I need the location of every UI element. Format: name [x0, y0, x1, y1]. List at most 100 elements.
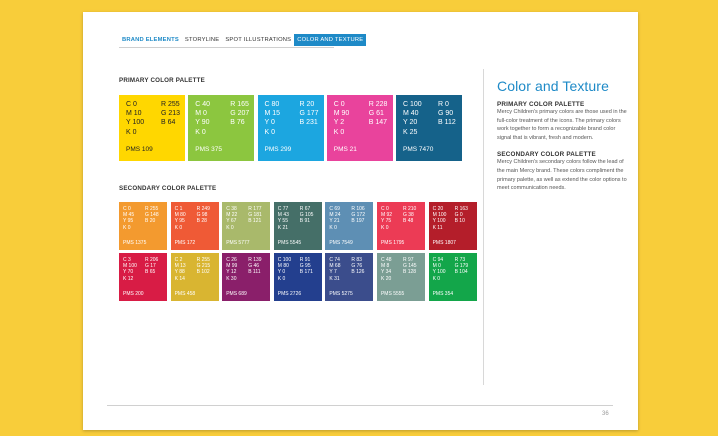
rgb-value: R 177: [248, 206, 262, 212]
rgb-value: B 65: [145, 269, 156, 276]
rgb-value: B 64: [161, 119, 176, 127]
rgb-value: G 177: [299, 110, 319, 118]
cmyk-value: K 21: [277, 224, 289, 231]
swatch-values: C 1 R 249 M 80 G 98 Y 95 B 28 K 0: [175, 206, 210, 231]
rgb-value: G 181: [248, 212, 262, 219]
rgb-value: R 206: [145, 257, 159, 263]
rgb-value: B 104: [454, 269, 468, 276]
pms-code: PMS 109: [126, 145, 153, 153]
rgb-value: G 213: [161, 110, 181, 118]
cmyk-value: K 0: [277, 275, 286, 282]
tab-storyline[interactable]: STORYLINE: [184, 37, 220, 43]
cmyk-value: K 0: [380, 224, 389, 231]
cmyk-value: C 0: [380, 206, 389, 212]
cmyk-value: K 25: [403, 128, 418, 136]
rgb-value: B 76: [230, 119, 245, 127]
cmyk-value: C 100: [403, 101, 422, 108]
cmyk-value: M 22: [226, 212, 238, 219]
pms-code: PMS 299: [264, 145, 292, 153]
swatch-values: C 0 R 255 M 45 G 148 Y 95 B 20 K 0: [123, 206, 159, 231]
swatch-values: C 3 R 206 M 100 G 17 Y 70 B 65 K 12: [123, 257, 158, 282]
cmyk-value: K 30: [226, 275, 237, 282]
sidebar-heading: Color and Texture: [497, 78, 609, 94]
rgb-value: R 20: [299, 101, 315, 108]
tabs-divider: [119, 47, 334, 48]
cmyk-value: M 13: [174, 263, 186, 270]
primary-palette-title: PRIMARY COLOR PALETTE: [119, 77, 205, 84]
color-swatch: C 3 R 206 M 100 G 17 Y 70 B 65 K 12 PMS 200: [119, 253, 167, 301]
swatch-values: C 0 R 255 M 10 G 213 Y 100 B 64 K 0: [126, 100, 180, 137]
swatch-values: C 94 R 73 M 0 G 179 Y 100 B 104 K 0: [433, 257, 469, 282]
color-swatch: C 48 R 97 M 8 G 145 Y 34 B 128 K 20 PMS 5555: [376, 253, 425, 301]
rgb-value: B 128: [402, 269, 417, 276]
cmyk-value: Y 0: [277, 269, 286, 276]
cmyk-value: C 77: [277, 206, 289, 212]
rgb-value: G 215: [196, 263, 211, 270]
swatch-values: C 40 R 165 M 0 G 207 Y 90 B 76 K 0: [195, 100, 249, 137]
rgb-value: R 228: [368, 101, 388, 108]
pms-code: PMS 5777: [226, 239, 250, 246]
rgb-value: G 145: [402, 263, 417, 270]
swatch-values: C 74 R 83 M 68 G 76 Y 7 B 126 K 31: [329, 257, 364, 282]
pms-code: PMS 5555: [380, 290, 405, 297]
rgb-value: G 17: [145, 263, 156, 270]
cmyk-value: K 0: [226, 224, 234, 231]
cmyk-value: C 80: [264, 101, 280, 108]
rgb-value: B 231: [299, 119, 318, 127]
cmyk-value: K 0: [126, 128, 137, 136]
rgb-value: G 76: [351, 263, 363, 270]
cmyk-value: C 40: [195, 101, 211, 108]
cmyk-value: C 38: [226, 206, 237, 212]
rgb-value: R 106: [351, 206, 365, 212]
rgb-value: R 255: [145, 206, 159, 212]
rgb-value: G 172: [351, 212, 365, 219]
cmyk-value: C 26: [226, 257, 237, 263]
color-swatch: C 1 R 249 M 80 G 98 Y 95 B 28 K 0 PMS 172: [170, 202, 219, 250]
cmyk-value: C 20: [432, 206, 444, 212]
tab-brand-elements[interactable]: BRAND ELEMENTS: [122, 37, 179, 43]
pms-code: PMS 7470: [403, 145, 434, 153]
rgb-value: G 105: [299, 212, 314, 219]
swatch-values: C 100 R 91 M 80 G 95 Y 0 B 171 K 0: [278, 257, 313, 282]
cmyk-value: Y 34: [380, 269, 392, 276]
secondary-palette-row: C 3 R 206 M 100 G 17 Y 70 B 65 K 12 PMS 200 C 2 R…: [119, 253, 480, 301]
cmyk-value: Y 70: [123, 269, 134, 276]
cmyk-value: C 0: [126, 101, 137, 108]
rgb-value: B 112: [438, 119, 456, 127]
cmyk-value: C 100: [277, 257, 292, 263]
color-swatch: C 0 R 228 M 90 G 61 Y 2 B 147 K 0 PMS 21: [326, 95, 393, 161]
cmyk-value: M 92: [380, 212, 393, 219]
pms-code: PMS 21: [333, 145, 357, 153]
cmyk-value: Y 55: [277, 218, 288, 225]
rgb-value: R 249: [196, 206, 210, 212]
cmyk-value: M 45: [123, 212, 135, 219]
cmyk-value: Y 95: [174, 218, 185, 225]
rgb-value: B 102: [196, 269, 210, 276]
color-swatch: C 0 R 255 M 10 G 213 Y 100 B 64 K 0 PMS 109: [119, 95, 185, 161]
rgb-value: G 179: [454, 263, 469, 270]
sidebar-secondary-text: Mercy Children's secondary colors follow…: [497, 159, 627, 192]
rgb-value: R 255: [161, 101, 180, 108]
cmyk-value: K 12: [123, 275, 134, 282]
cmyk-value: K 0: [174, 224, 183, 231]
rgb-value: B 10: [454, 218, 465, 225]
swatch-values: C 20 R 163 M 100 G 0 Y 100 B 10 K 11: [433, 206, 468, 231]
section-tabs: BRAND ELEMENTS STORYLINE SPOT ILLUSTRATI…: [119, 34, 367, 46]
rgb-value: R 0: [438, 101, 449, 108]
tab-spot-illustrations[interactable]: SPOT ILLUSTRATIONS: [225, 37, 292, 43]
cmyk-value: C 48: [380, 257, 392, 263]
brand-guide-page: BRAND ELEMENTS STORYLINE SPOT ILLUSTRATI…: [83, 12, 638, 430]
color-swatch: C 77 R 67 M 43 G 105 Y 55 B 91 K 21 PMS 5545: [273, 202, 322, 250]
color-swatch: C 74 R 83 M 68 G 76 Y 7 B 126 K 31 PMS 5275: [325, 253, 374, 301]
tab-color-and-texture[interactable]: COLOR AND TEXTURE: [294, 34, 367, 46]
rgb-value: R 91: [299, 257, 311, 263]
page-number: 36: [602, 411, 609, 417]
cmyk-value: Y 75: [380, 218, 392, 225]
rgb-value: B 28: [196, 218, 207, 225]
swatch-values: C 38 R 177 M 22 G 181 Y 67 B 121 K 0: [226, 206, 262, 231]
cmyk-value: M 99: [226, 263, 238, 270]
swatch-values: C 80 R 20 M 15 G 177 Y 0 B 231 K 0: [265, 100, 319, 137]
cmyk-value: C 94: [432, 257, 444, 263]
cmyk-value: M 0: [195, 110, 207, 118]
color-swatch: C 38 R 177 M 22 G 181 Y 67 B 121 K 0 PMS 5777: [222, 202, 271, 250]
